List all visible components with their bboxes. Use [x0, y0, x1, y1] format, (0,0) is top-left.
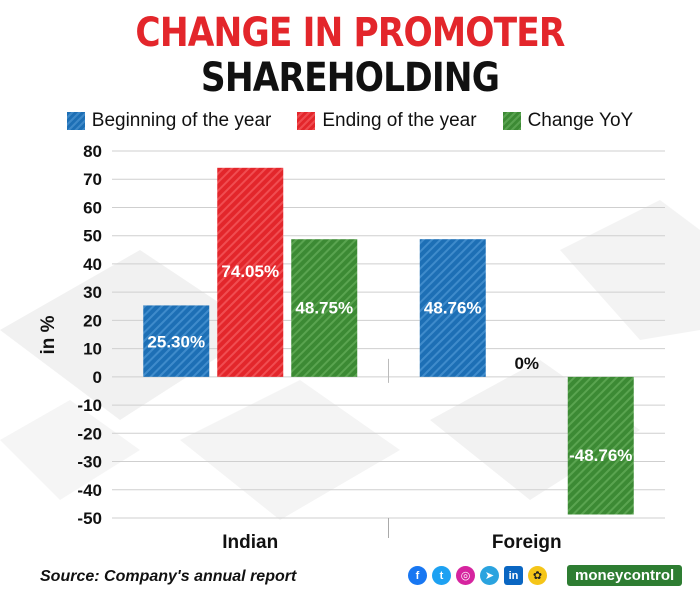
bar-indian-2 [291, 239, 358, 377]
y-tick-label: 50 [83, 227, 102, 246]
bar-foreign-2 [567, 376, 634, 515]
y-tick-label: -30 [77, 453, 102, 472]
linkedin-icon[interactable]: in [504, 566, 523, 585]
y-tick-label: -20 [77, 424, 102, 443]
y-tick-label: 40 [83, 255, 102, 274]
legend-swatch-blue [66, 112, 85, 130]
telegram-icon[interactable]: ➤ [480, 566, 499, 585]
legend-swatch-green [502, 112, 521, 130]
instagram-icon[interactable]: ◎ [456, 566, 475, 585]
legend-item-beginning: Beginning of the year [66, 110, 272, 132]
bar-indian-0 [143, 305, 210, 377]
y-axis-label: in % [38, 315, 59, 354]
data-label: 48.76% [424, 299, 482, 318]
social-icons: f t ◎ ➤ in ✿ [408, 566, 547, 585]
koo-icon[interactable]: ✿ [528, 566, 547, 585]
chart-title-line-1: CHANGE IN PROMOTER [135, 10, 565, 56]
y-tick-label: -50 [77, 509, 102, 528]
y-tick-label: 20 [83, 311, 102, 330]
twitter-icon[interactable]: t [432, 566, 451, 585]
y-tick-label: 0 [93, 368, 102, 387]
chart-legend: Beginning of the year Ending of the year… [0, 110, 700, 132]
x-category-label: Foreign [492, 532, 562, 553]
y-tick-label: 60 [83, 198, 102, 217]
facebook-icon[interactable]: f [408, 566, 427, 585]
chart-title-line-2: SHAREHOLDING [200, 55, 500, 101]
legend-label-change: Change YoY [527, 110, 634, 131]
bar-indian-1 [217, 167, 284, 377]
data-label: -48.76% [569, 446, 632, 465]
data-label: 74.05% [221, 262, 279, 281]
y-tick-label: 80 [83, 142, 102, 161]
y-tick-label: 10 [83, 340, 102, 359]
legend-item-ending: Ending of the year [297, 110, 477, 132]
y-tick-label: -40 [77, 481, 102, 500]
legend-swatch-red [297, 112, 316, 130]
legend-label-beginning: Beginning of the year [91, 110, 272, 131]
bar-foreign-0 [419, 239, 486, 377]
source-note: Source: Company's annual report [40, 568, 297, 585]
y-tick-label: 70 [83, 170, 102, 189]
data-label: 25.30% [147, 332, 205, 351]
brand-logo: moneycontrol [567, 565, 683, 586]
y-tick-label: 30 [83, 283, 102, 302]
data-label: 48.75% [295, 299, 353, 318]
y-tick-label: -10 [77, 396, 102, 415]
legend-item-change: Change YoY [502, 110, 634, 132]
legend-label-ending: Ending of the year [322, 110, 477, 131]
x-category-label: Indian [222, 532, 278, 553]
data-label: 0% [514, 354, 539, 373]
